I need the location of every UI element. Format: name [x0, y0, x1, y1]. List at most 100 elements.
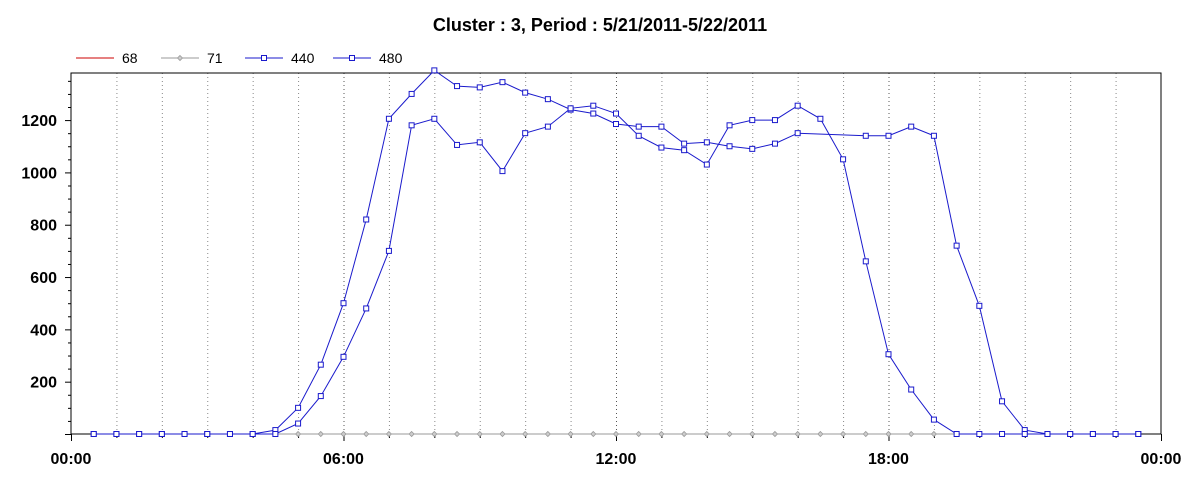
- data-point: [499, 168, 506, 175]
- data-point: [908, 123, 915, 130]
- data-point: [726, 143, 733, 150]
- data-point: [522, 89, 529, 96]
- data-point: [635, 132, 642, 139]
- data-point: [613, 110, 619, 117]
- data-point: [1067, 431, 1074, 437]
- legend-item-480: 480: [333, 50, 403, 66]
- data-point: [840, 156, 847, 163]
- x-tick-label: 00:00: [51, 451, 92, 468]
- data-point: [567, 105, 574, 112]
- data-point: [431, 430, 438, 438]
- data-point: [771, 430, 779, 438]
- data-point: [794, 130, 801, 137]
- data-point: [999, 398, 1006, 405]
- data-point: [385, 247, 392, 254]
- data-point: [453, 430, 461, 438]
- data-point: [204, 431, 211, 437]
- data-point: [476, 430, 483, 438]
- data-point: [544, 123, 551, 130]
- y-tick-label: 1200: [21, 113, 57, 130]
- series-group: [90, 67, 1142, 438]
- data-point: [567, 430, 574, 438]
- data-point: [703, 161, 710, 168]
- data-point: [613, 121, 619, 128]
- data-point: [90, 431, 97, 437]
- data-point: [885, 132, 892, 139]
- grid-lines: [116, 73, 1117, 434]
- data-point: [385, 115, 392, 122]
- chart-title: Cluster : 3, Period : 5/21/2011-5/22/201…: [433, 15, 767, 35]
- data-point: [1044, 431, 1051, 437]
- legend-label: 68: [122, 50, 138, 66]
- data-point: [885, 430, 892, 438]
- data-point: [658, 123, 665, 130]
- data-point: [522, 130, 529, 137]
- legend-label: 440: [291, 50, 315, 66]
- data-point: [1135, 431, 1142, 437]
- data-point: [1089, 431, 1096, 437]
- data-point: [544, 96, 551, 103]
- data-point: [226, 431, 233, 437]
- data-point: [340, 353, 347, 360]
- data-point: [817, 430, 824, 438]
- data-point: [658, 144, 665, 151]
- data-point: [136, 431, 143, 437]
- data-point: [976, 431, 983, 437]
- data-point: [340, 300, 347, 307]
- legend: 68 71 440 480: [76, 50, 403, 66]
- data-point: [544, 430, 551, 438]
- y-tick-label: 200: [30, 375, 57, 392]
- data-point: [703, 139, 710, 146]
- y-tick-label: 800: [30, 218, 57, 235]
- data-point: [408, 430, 415, 438]
- data-point: [726, 122, 733, 129]
- data-point: [522, 430, 529, 438]
- data-point: [590, 430, 597, 438]
- data-point: [930, 416, 937, 423]
- legend-marker: [176, 54, 184, 62]
- data-point: [749, 145, 756, 152]
- legend-item-71: 71: [161, 50, 223, 66]
- x-tick-label: 06:00: [323, 451, 364, 468]
- data-point: [317, 430, 324, 438]
- data-point: [749, 117, 756, 124]
- series-440: [90, 67, 1142, 437]
- data-point: [930, 132, 937, 139]
- data-point: [476, 139, 483, 146]
- data-point: [363, 430, 370, 438]
- data-point: [295, 404, 302, 411]
- data-point: [1112, 431, 1119, 437]
- data-point: [771, 140, 778, 147]
- data-point: [908, 430, 915, 438]
- legend-marker: [349, 55, 355, 61]
- data-point: [317, 393, 324, 400]
- data-point: [976, 302, 983, 309]
- data-point: [885, 351, 892, 358]
- data-point: [385, 430, 392, 438]
- data-point: [862, 258, 869, 265]
- data-point: [249, 431, 256, 437]
- data-point: [794, 102, 801, 109]
- data-point: [1021, 431, 1028, 437]
- data-point: [862, 132, 869, 139]
- series-480: [90, 102, 1142, 437]
- data-point: [681, 140, 688, 147]
- data-point: [340, 430, 347, 438]
- data-point: [158, 431, 165, 437]
- legend-label: 480: [379, 50, 403, 66]
- data-point: [635, 430, 642, 438]
- data-point: [749, 430, 756, 438]
- data-point: [363, 216, 370, 223]
- data-point: [862, 430, 869, 438]
- data-point: [295, 430, 302, 438]
- data-point: [499, 79, 506, 86]
- data-point: [930, 430, 937, 438]
- y-tick-label: 400: [30, 322, 57, 339]
- x-tick-label: 00:00: [1141, 451, 1182, 468]
- data-point: [317, 361, 324, 368]
- data-point: [908, 386, 915, 393]
- x-tick-label: 12:00: [596, 451, 637, 468]
- data-point: [658, 430, 665, 438]
- data-point: [590, 110, 597, 117]
- data-point: [454, 83, 461, 90]
